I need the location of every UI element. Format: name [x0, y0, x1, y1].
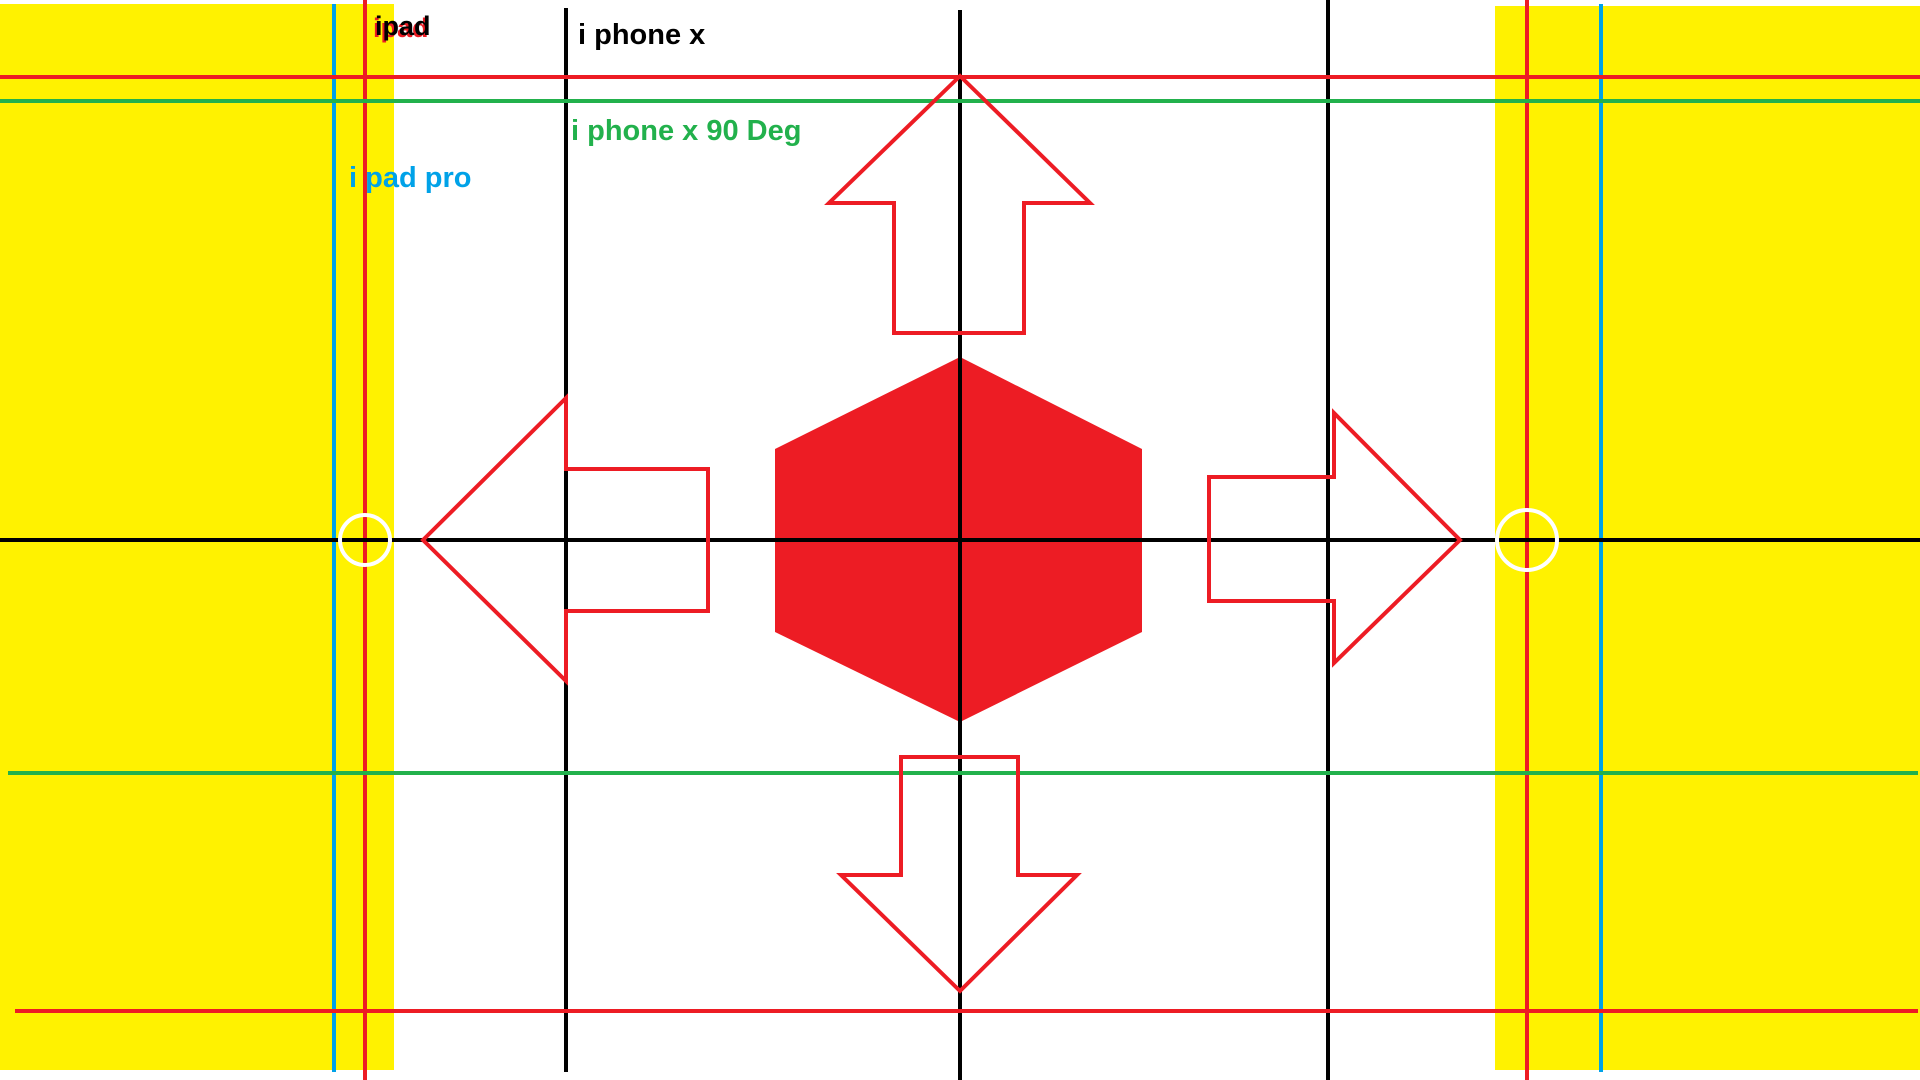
left-yellow-zone — [0, 4, 394, 1070]
right-arrow — [1207, 408, 1463, 668]
ipad-label: ipad — [375, 11, 431, 41]
iphone-x-label: i phone x — [578, 19, 705, 51]
left-arrow — [420, 393, 710, 686]
left-center-marker — [338, 513, 392, 567]
iphone-x-90-label: i phone x 90 Deg — [571, 115, 801, 147]
up-arrow — [824, 73, 1095, 335]
ipad-pro-label: i pad pro — [349, 162, 471, 194]
down-arrow — [836, 755, 1082, 994]
ipad-label-shadow: ipad — [373, 13, 429, 43]
right-center-marker — [1495, 508, 1559, 572]
